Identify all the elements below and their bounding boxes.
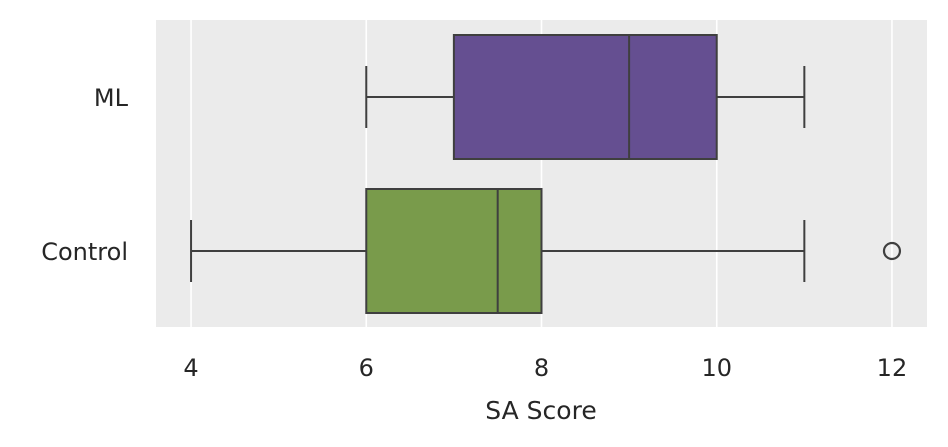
x-tick-labels: 4 6 8 10 12 — [183, 354, 907, 382]
category-label: Control — [41, 238, 128, 266]
x-tick-label: 12 — [877, 354, 908, 382]
x-tick-label: 6 — [359, 354, 374, 382]
x-axis-title: SA Score — [485, 396, 596, 425]
category-label: ML — [94, 84, 129, 112]
x-tick-label: 8 — [534, 354, 549, 382]
iqr-box — [454, 35, 717, 159]
iqr-box — [366, 189, 541, 313]
x-tick-label: 4 — [183, 354, 198, 382]
x-tick-label: 10 — [701, 354, 732, 382]
category-labels: ML Control — [41, 84, 128, 266]
